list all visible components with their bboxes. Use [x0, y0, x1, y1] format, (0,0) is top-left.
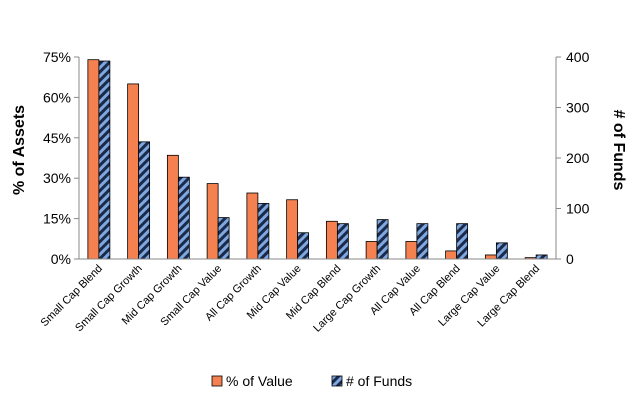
- left-tick-labels: 0% 15% 30% 45% 60% 75%: [43, 49, 71, 267]
- bar-value-6: [325, 220, 338, 260]
- bar-value-10: [484, 254, 497, 260]
- right-tick-labels: 0 100 200 300 400: [566, 49, 590, 267]
- bar-funds-0: [98, 60, 111, 260]
- bar-funds-8: [416, 223, 429, 260]
- legend-swatch-funds: [331, 375, 343, 387]
- y-tick-left-label: 60%: [43, 89, 71, 105]
- y-tick-left-label: 30%: [43, 170, 71, 186]
- bar-funds-3: [217, 217, 230, 260]
- y-tick-left-label: 0%: [51, 251, 71, 267]
- bar-funds-4: [257, 203, 270, 260]
- y-tick-left-label: 75%: [43, 49, 71, 65]
- bar-funds-5: [297, 232, 310, 260]
- bar-value-8: [405, 241, 418, 260]
- x-tick-label: Small Cap Growth: [73, 263, 145, 335]
- bar-value-0: [87, 59, 100, 260]
- y-tick-right-label: 400: [566, 49, 590, 65]
- y-tick-left-label: 45%: [43, 130, 71, 146]
- bar-funds-6: [336, 223, 349, 260]
- bar-funds-9: [456, 223, 469, 260]
- bar-value-5: [286, 199, 299, 260]
- bar-value-9: [445, 250, 458, 260]
- y-tick-right-label: 200: [566, 150, 590, 166]
- bar-funds-11: [535, 254, 548, 260]
- bar-value-7: [365, 241, 378, 260]
- bar-value-4: [246, 192, 259, 260]
- bars-group: [87, 59, 548, 260]
- bar-funds-2: [177, 176, 190, 260]
- legend-swatch-value: [211, 375, 223, 387]
- y-tick-right-label: 100: [566, 201, 590, 217]
- bar-value-1: [127, 83, 140, 260]
- legend-label-value: % of Value: [226, 373, 293, 389]
- y-tick-right-label: 0: [566, 251, 574, 267]
- x-tick-label: Large Cap Growth: [311, 263, 383, 335]
- bar-value-2: [166, 154, 179, 260]
- bar-value-3: [206, 183, 219, 260]
- axes-group: [74, 56, 561, 260]
- bar-funds-7: [376, 219, 389, 260]
- y-tick-right-label: 300: [566, 100, 590, 116]
- legend-label-funds: # of Funds: [346, 373, 412, 389]
- bar-funds-10: [495, 242, 508, 260]
- y-axis-title-left: % of Assets: [11, 105, 28, 195]
- y-tick-left-label: 15%: [43, 211, 71, 227]
- legend: % of Value # of Funds: [211, 373, 412, 389]
- y-axis-title-right: # of Funds: [610, 110, 627, 191]
- bar-funds-1: [138, 141, 151, 260]
